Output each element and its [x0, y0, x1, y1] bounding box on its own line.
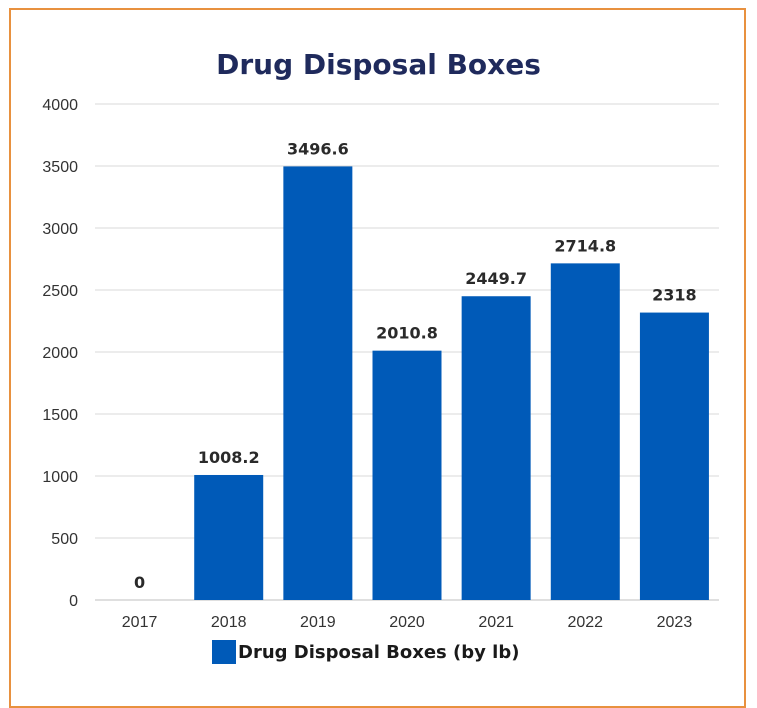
- x-tick-label: 2022: [567, 614, 603, 631]
- x-tick-label: 2017: [122, 614, 158, 631]
- bar: [372, 350, 442, 600]
- legend-swatch: [212, 640, 236, 664]
- data-label: 0: [134, 573, 145, 592]
- y-tick-label: 3500: [42, 159, 78, 176]
- data-label: 2449.7: [465, 269, 527, 288]
- legend: Drug Disposal Boxes (by lb): [212, 640, 519, 664]
- chart-title: Drug Disposal Boxes: [216, 48, 541, 81]
- x-tick-label: 2020: [389, 614, 425, 631]
- y-tick-label: 4000: [42, 97, 78, 114]
- data-label: 2010.8: [376, 324, 438, 343]
- data-label: 2714.8: [554, 236, 616, 255]
- bar: [639, 312, 709, 600]
- data-label: 3496.6: [287, 139, 349, 158]
- y-tick-label: 3000: [42, 221, 78, 238]
- y-tick-label: 1000: [42, 469, 78, 486]
- y-tick-label: 2500: [42, 283, 78, 300]
- bar: [550, 263, 620, 600]
- x-tick-label: 2018: [211, 614, 247, 631]
- legend-label: Drug Disposal Boxes (by lb): [238, 641, 520, 663]
- y-tick-label: 2000: [42, 345, 78, 362]
- x-tick-label: 2019: [300, 614, 336, 631]
- bar: [194, 474, 264, 600]
- bar: [461, 296, 531, 600]
- y-tick-label: 0: [69, 593, 78, 610]
- x-tick-label: 2023: [657, 614, 693, 631]
- y-tick-label: 500: [51, 531, 78, 548]
- bar: [283, 166, 353, 600]
- data-label: 2318: [652, 286, 697, 305]
- x-tick-label: 2021: [478, 614, 514, 631]
- y-tick-label: 1500: [42, 407, 78, 424]
- data-label: 1008.2: [198, 448, 260, 467]
